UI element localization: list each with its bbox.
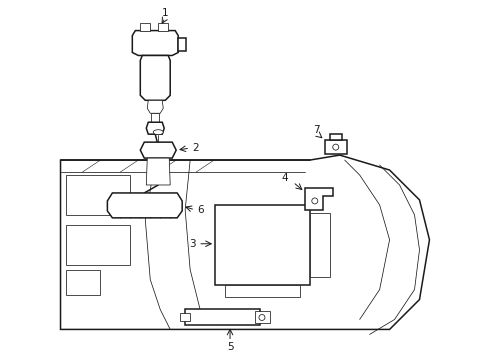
Ellipse shape: [259, 315, 264, 320]
Polygon shape: [215, 205, 309, 285]
Polygon shape: [65, 270, 100, 294]
Polygon shape: [146, 122, 164, 134]
Polygon shape: [185, 310, 260, 325]
Polygon shape: [140, 142, 176, 158]
Polygon shape: [151, 113, 159, 122]
Polygon shape: [324, 140, 346, 154]
Polygon shape: [309, 213, 329, 276]
Text: 1: 1: [162, 8, 168, 18]
Polygon shape: [140, 55, 170, 100]
Polygon shape: [329, 134, 341, 140]
Polygon shape: [158, 23, 168, 31]
Polygon shape: [304, 188, 332, 210]
Polygon shape: [61, 155, 428, 329]
Polygon shape: [178, 37, 186, 50]
Ellipse shape: [332, 144, 338, 150]
Polygon shape: [140, 23, 150, 31]
Text: 2: 2: [191, 143, 198, 153]
Text: 4: 4: [281, 173, 287, 183]
Text: 3: 3: [188, 239, 195, 249]
Text: 7: 7: [313, 125, 320, 135]
Polygon shape: [180, 314, 190, 321]
Text: 6: 6: [196, 205, 203, 215]
Ellipse shape: [311, 198, 317, 204]
Polygon shape: [65, 225, 130, 265]
Polygon shape: [147, 100, 163, 113]
Text: 5: 5: [226, 342, 233, 352]
Polygon shape: [107, 193, 182, 218]
Polygon shape: [146, 158, 170, 185]
Polygon shape: [224, 285, 299, 297]
Polygon shape: [65, 175, 130, 215]
Polygon shape: [132, 31, 178, 55]
Polygon shape: [254, 311, 269, 323]
Ellipse shape: [153, 130, 163, 135]
